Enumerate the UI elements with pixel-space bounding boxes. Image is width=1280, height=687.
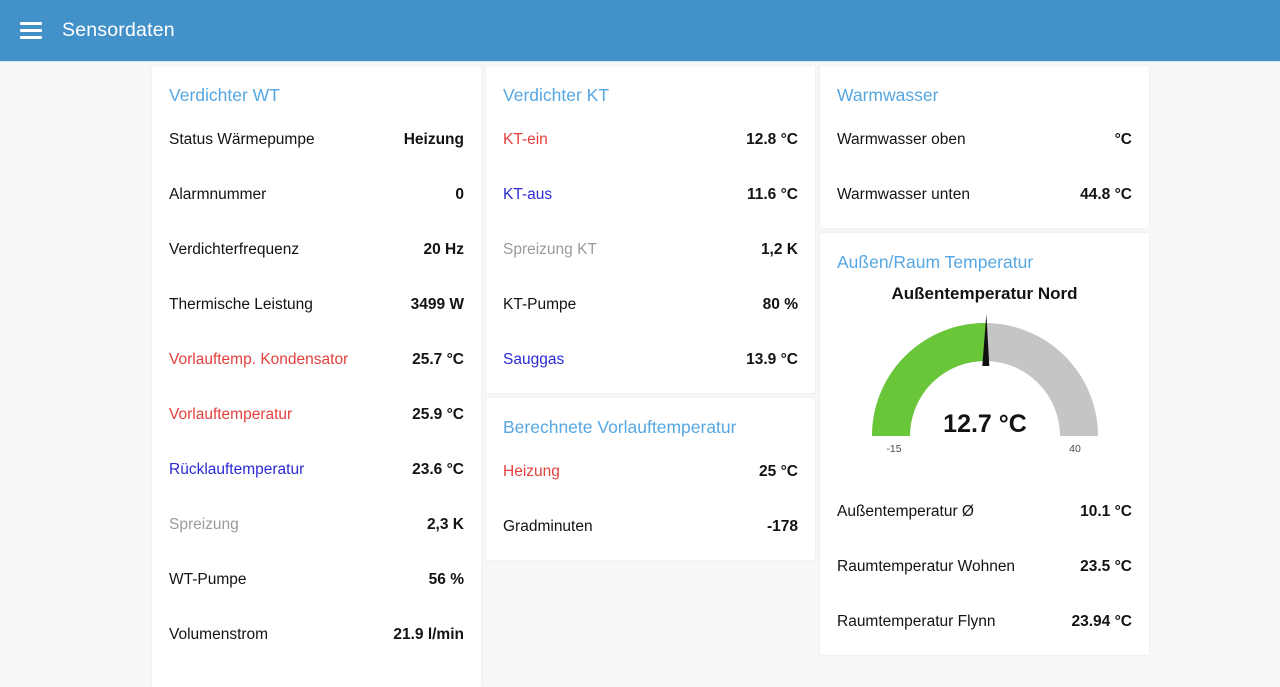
sensor-label: Thermische Leistung <box>169 295 313 313</box>
sensor-value: 56 % <box>428 570 464 588</box>
table-row: Warmwasser unten 44.8 °C <box>837 167 1132 222</box>
sensor-label: Warmwasser unten <box>837 185 970 203</box>
sensor-label: Heizung <box>503 462 560 480</box>
sensor-value: Heizung <box>403 130 464 148</box>
gauge-value-label: 12.7 °C <box>943 410 1027 438</box>
sensor-label: Sauggas <box>503 350 565 368</box>
sensor-label: KT-ein <box>503 130 548 148</box>
table-row: Rücklauftemperatur 23.6 °C <box>169 442 464 497</box>
table-row: Sauggas 13.9 °C <box>503 332 798 387</box>
card-title: Verdichter WT <box>169 85 280 105</box>
sensor-label: Gradminuten <box>503 517 593 535</box>
app-title: Sensordaten <box>62 19 175 41</box>
dashboard: Verdichter WT Status Wärmepumpe Heizung … <box>0 62 1280 687</box>
sensor-value: 0 <box>455 185 464 203</box>
table-row: Status Wärmepumpe Heizung <box>169 112 464 167</box>
gauge-aussentemperatur-nord: Außentemperatur Nord 12.7 °C -15 40 <box>837 284 1132 458</box>
table-row: Heizung 25 °C <box>503 444 798 499</box>
sensor-label: Vorlauftemp. Kondensator <box>169 350 349 368</box>
column-right: Warmwasser Warmwasser oben °C Warmwasser… <box>820 66 1149 687</box>
table-row: KT-ein 12.8 °C <box>503 112 798 167</box>
table-row: Verdichterfrequenz 20 Hz <box>169 222 464 277</box>
sensor-value: 13.9 °C <box>746 350 798 368</box>
gauge-value-arc <box>871 323 987 437</box>
table-row: Vorlauftemperatur 25.9 °C <box>169 387 464 442</box>
table-row: Warmwasser oben °C <box>837 112 1132 167</box>
sensor-label: Spreizung <box>169 515 239 533</box>
sensor-value: 25 °C <box>759 462 798 480</box>
card-title: Berechnete Vorlauftemperatur <box>503 417 737 437</box>
gauge-min-label: -15 <box>886 443 901 455</box>
sensor-label: Rücklauftemperatur <box>169 460 305 478</box>
sensor-label: Spreizung KT <box>503 240 597 258</box>
table-row: Thermische Leistung 3499 W <box>169 277 464 332</box>
sensor-label: WT-Pumpe <box>169 570 247 588</box>
sensor-value: 23.5 °C <box>1080 557 1132 575</box>
sensor-label: Vorlauftemperatur <box>169 405 293 423</box>
sensor-value: 25.9 °C <box>412 405 464 423</box>
menu-button[interactable] <box>12 11 52 51</box>
table-row: Spreizung KT 1,2 K <box>503 222 798 277</box>
table-row: KT-aus 11.6 °C <box>503 167 798 222</box>
sensor-label: Raumtemperatur Wohnen <box>837 557 1016 575</box>
sensor-label: Verdichterfrequenz <box>169 240 300 258</box>
table-row: WT-Pumpe 56 % <box>169 552 464 607</box>
sensor-value: 1,2 K <box>760 240 798 258</box>
sensor-value: 11.6 °C <box>746 185 798 203</box>
sensor-value: -178 <box>766 517 798 535</box>
sensor-value: 21.9 l/min <box>393 625 464 643</box>
sensor-value: 3499 W <box>410 295 464 313</box>
column-middle: Verdichter KT KT-ein 12.8 °C KT-aus 11.6… <box>486 66 815 687</box>
sensor-value: 44.8 °C <box>1080 185 1132 203</box>
sensor-value: °C <box>1114 130 1132 148</box>
gauge-needle <box>981 314 989 367</box>
table-row: Raumtemperatur Wohnen 23.5 °C <box>837 539 1132 594</box>
table-row: Volumenstrom 21.9 l/min <box>169 607 464 662</box>
sensor-label: Volumenstrom <box>169 625 269 643</box>
sensor-value: 20 Hz <box>423 240 465 258</box>
sensor-value: 25.7 °C <box>412 350 464 368</box>
card-title: Verdichter KT <box>503 85 610 105</box>
hamburger-icon <box>20 36 42 39</box>
sensor-value: 80 % <box>762 295 798 313</box>
card-berechnete-vorlauftemperatur: Berechnete Vorlauftemperatur Heizung 25 … <box>486 398 815 560</box>
sensor-value: 12.8 °C <box>746 130 798 148</box>
sensor-value: 10.1 °C <box>1080 502 1132 520</box>
gauge-chart: 12.7 °C -15 40 <box>871 314 1098 455</box>
table-row: Gradminuten -178 <box>503 499 798 554</box>
card-verdichter-kt: Verdichter KT KT-ein 12.8 °C KT-aus 11.6… <box>486 66 815 393</box>
gauge-title: Außentemperatur Nord <box>891 284 1078 303</box>
table-row: Alarmnummer 0 <box>169 167 464 222</box>
table-row: Vorlauftemp. Kondensator 25.7 °C <box>169 332 464 387</box>
app-header: Sensordaten <box>0 0 1280 62</box>
card-title: Warmwasser <box>837 85 939 105</box>
sensor-label: KT-Pumpe <box>503 295 577 313</box>
card-verdichter-wt: Verdichter WT Status Wärmepumpe Heizung … <box>152 66 481 687</box>
hamburger-icon <box>20 29 42 32</box>
table-row: Spreizung 2,3 K <box>169 497 464 552</box>
hamburger-icon <box>20 22 42 25</box>
sensor-label: KT-aus <box>503 185 553 203</box>
sensor-label: Warmwasser oben <box>837 130 966 148</box>
table-row: KT-Pumpe 80 % <box>503 277 798 332</box>
card-title: Außen/Raum Temperatur <box>837 252 1034 272</box>
column-left: Verdichter WT Status Wärmepumpe Heizung … <box>152 66 481 687</box>
table-row: Raumtemperatur Flynn 23.94 °C <box>837 594 1132 649</box>
sensor-label: Alarmnummer <box>169 185 267 203</box>
sensor-value: 23.6 °C <box>412 460 464 478</box>
sensor-value: 2,3 K <box>426 515 464 533</box>
sensor-label: Status Wärmepumpe <box>169 130 315 148</box>
sensor-label: Raumtemperatur Flynn <box>837 612 996 630</box>
card-aussen-raum-temperatur: Außen/Raum Temperatur Außentemperatur No… <box>820 233 1149 655</box>
sensor-value: 23.94 °C <box>1071 612 1133 630</box>
table-row: Außentemperatur Ø 10.1 °C <box>837 484 1132 539</box>
gauge-max-label: 40 <box>1069 443 1081 455</box>
sensor-label: Außentemperatur Ø <box>837 502 974 520</box>
card-warmwasser: Warmwasser Warmwasser oben °C Warmwasser… <box>820 66 1149 228</box>
